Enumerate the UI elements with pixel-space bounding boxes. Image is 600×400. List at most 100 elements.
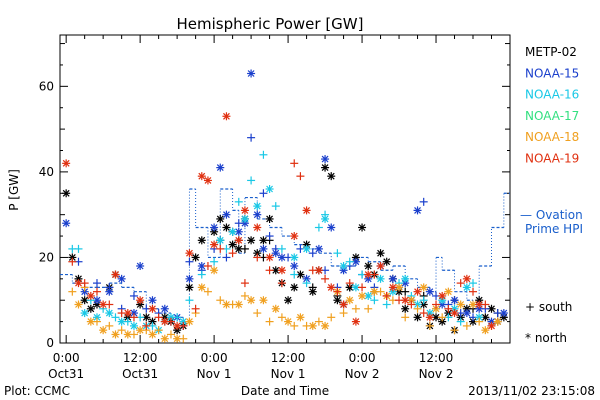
plot-frame xyxy=(59,34,511,344)
plot-timestamp: 2013/11/02 23:15:08 xyxy=(468,384,595,398)
star-stroke xyxy=(241,215,249,223)
legend: METP-02 NOAA-15 NOAA-16 NOAA-17 NOAA-18 NOAA-… xyxy=(520,45,583,345)
star-stroke xyxy=(186,318,193,326)
noaa-15-south-point xyxy=(185,257,194,266)
noaa-19-north-point xyxy=(290,232,299,241)
noaa-18-north-point xyxy=(444,287,453,296)
star-stroke xyxy=(161,305,169,313)
star-stroke xyxy=(278,266,286,274)
noaa-16-north-point xyxy=(339,262,348,270)
legend-north-marker: * north xyxy=(525,331,567,345)
noaa-18-south-point xyxy=(105,321,114,330)
noaa-18-north-point xyxy=(345,296,354,305)
star-stroke xyxy=(475,301,483,308)
noaa-18-north-point xyxy=(321,321,330,330)
noaa-15-north-point xyxy=(321,155,330,164)
star-stroke xyxy=(118,275,126,283)
noaa-15-south-point xyxy=(247,133,256,142)
noaa-19-north-point xyxy=(99,300,108,309)
star-stroke xyxy=(247,70,255,77)
noaa-15-south-point xyxy=(92,279,101,288)
noaa-18-north-point xyxy=(481,326,490,335)
metp-02-north-point xyxy=(191,253,200,262)
noaa-18-north-point xyxy=(173,334,182,343)
star-stroke xyxy=(370,288,378,296)
star-stroke xyxy=(469,301,477,308)
star-stroke xyxy=(352,318,360,326)
x-tick-date-label: Nov 2 xyxy=(419,367,454,381)
noaa-15-north-point xyxy=(499,309,508,318)
legend-item-noaa-16: NOAA-16 xyxy=(525,88,579,102)
noaa-16-south-point xyxy=(456,317,465,326)
noaa-16-south-point xyxy=(345,257,354,266)
star-stroke xyxy=(149,296,156,304)
star-stroke xyxy=(414,301,421,308)
star-stroke xyxy=(481,326,489,334)
noaa-19-north-point xyxy=(302,206,311,215)
star-stroke xyxy=(198,262,206,270)
noaa-19-south-point xyxy=(321,274,330,283)
star-stroke xyxy=(303,206,310,214)
noaa-18-north-point xyxy=(185,317,194,326)
noaa-15-north-point xyxy=(327,223,336,232)
star-stroke xyxy=(235,228,243,236)
x-tick-label: 0:00 xyxy=(201,351,228,365)
noaa-19-north-point xyxy=(197,172,206,181)
star-stroke xyxy=(315,245,323,253)
noaa-18-south-point xyxy=(364,304,373,313)
star-stroke xyxy=(173,335,181,343)
noaa-16-south-point xyxy=(382,300,391,309)
star-stroke xyxy=(93,296,101,304)
noaa-18-north-point xyxy=(296,313,305,322)
metp-02-north-point xyxy=(222,223,231,232)
noaa-18-north-point xyxy=(358,291,367,300)
star-stroke xyxy=(438,292,446,300)
noaa-15-north-point xyxy=(314,244,323,253)
noaa-19-south-point xyxy=(456,279,465,288)
star-stroke xyxy=(260,245,267,253)
star-stroke xyxy=(247,296,255,304)
noaa-18-south-point xyxy=(277,313,286,322)
star-stroke xyxy=(216,236,224,244)
noaa-18-south-point xyxy=(290,321,299,330)
noaa-19-south-point xyxy=(142,321,151,330)
star-stroke xyxy=(432,305,440,313)
noaa-16-north-point xyxy=(129,321,138,330)
noaa-16-north-point xyxy=(216,236,225,245)
star-stroke xyxy=(179,318,187,326)
star-stroke xyxy=(420,301,428,308)
noaa-15-north-point xyxy=(160,304,169,313)
star-stroke xyxy=(340,301,347,308)
star-stroke xyxy=(198,236,206,244)
noaa-18-north-point xyxy=(111,330,120,339)
noaa-15-north-point xyxy=(290,262,299,270)
star-stroke xyxy=(253,249,261,257)
star-stroke xyxy=(352,258,360,266)
star-stroke xyxy=(247,236,255,244)
noaa-16-north-point xyxy=(228,227,237,236)
noaa-19-north-point xyxy=(487,321,496,330)
noaa-15-south-point xyxy=(419,197,428,206)
star-stroke xyxy=(93,313,101,321)
noaa-16-north-point xyxy=(253,202,262,211)
star-stroke xyxy=(414,206,421,214)
star-stroke xyxy=(87,292,95,300)
metp-02-north-point xyxy=(382,257,391,266)
noaa-18-north-point xyxy=(308,321,317,330)
star-stroke xyxy=(500,309,508,317)
star-stroke xyxy=(223,211,230,219)
noaa-19-north-point xyxy=(173,321,182,330)
noaa-19-south-point xyxy=(191,304,200,313)
x-tick-label: 12:00 xyxy=(271,351,306,365)
star-stroke xyxy=(401,305,409,313)
star-stroke xyxy=(161,318,169,326)
star-stroke xyxy=(420,283,428,291)
noaa-18-south-point xyxy=(154,326,163,335)
metp-02-north-point xyxy=(358,223,367,232)
star-stroke xyxy=(296,313,304,321)
noaa-18-north-point xyxy=(123,330,132,339)
star-stroke xyxy=(223,301,230,308)
star-stroke xyxy=(260,236,267,244)
noaa-19-south-point xyxy=(154,313,163,322)
